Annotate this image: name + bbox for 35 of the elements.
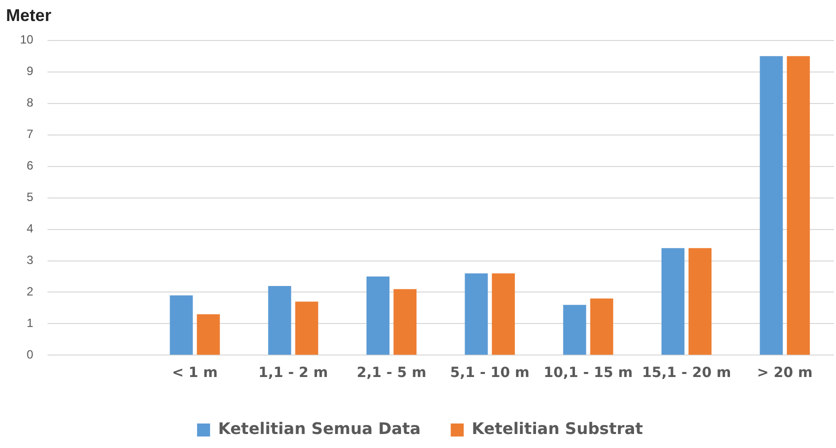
bar (661, 248, 684, 355)
bar (268, 286, 292, 355)
x-tick-label: 10,1 - 15 m (544, 365, 633, 382)
x-tick-label: 5,1 - 10 m (450, 365, 530, 382)
bar (786, 56, 810, 355)
x-tick-label: 2,1 - 5 m (356, 365, 426, 382)
y-tick-label: 0 (26, 348, 34, 362)
chart-title: Meter (6, 6, 52, 25)
bar (170, 295, 193, 355)
y-tick-label: 1 (26, 316, 34, 330)
bar (295, 302, 318, 355)
y-tick-label: 9 (26, 64, 34, 78)
bar (464, 273, 488, 355)
x-tick-label: 15,1 - 20 m (642, 365, 732, 382)
x-tick-label: > 20 m (757, 365, 813, 382)
y-tick-label: 5 (26, 190, 34, 204)
bar (590, 298, 614, 355)
bar (394, 289, 417, 355)
legend-label: Ketelitian Semua Data (218, 419, 421, 438)
y-tick-label: 7 (26, 127, 34, 142)
bar (492, 273, 515, 355)
bar (688, 248, 712, 355)
bar (196, 314, 220, 355)
y-tick-label: 4 (26, 222, 34, 236)
y-tick-label: 2 (26, 284, 34, 299)
legend-label: Ketelitian Substrat (472, 419, 644, 438)
bar (760, 56, 783, 355)
bar (366, 276, 390, 355)
x-tick-label: 1,1 - 2 m (258, 365, 328, 382)
y-tick-label: 6 (26, 158, 34, 173)
y-tick-label: 3 (26, 253, 34, 268)
y-tick-label: 8 (26, 96, 34, 110)
x-tick-label: < 1 m (172, 365, 218, 382)
bar (563, 304, 586, 355)
y-tick-label: 10 (20, 32, 34, 47)
